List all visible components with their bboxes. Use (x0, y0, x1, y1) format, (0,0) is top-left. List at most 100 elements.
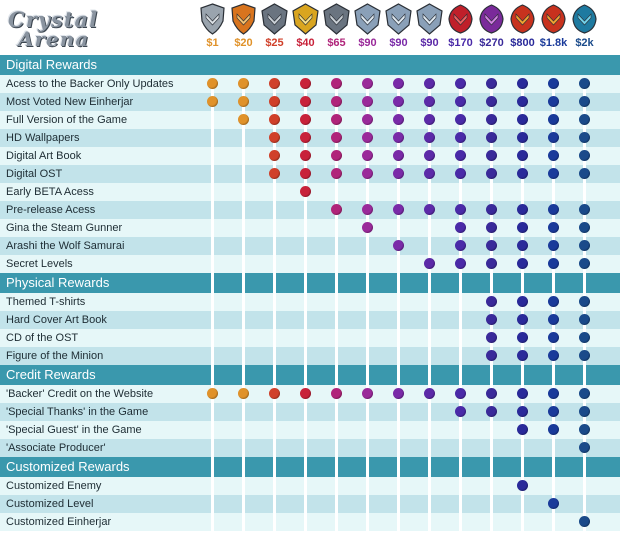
tier-price: $170 (448, 37, 473, 49)
helmet-emblem-icon (416, 3, 443, 35)
tier-price: $90 (389, 37, 408, 49)
crossed-swords-emblem-icon (323, 3, 350, 35)
reward-included-dot (548, 204, 559, 215)
section-header: Customized Rewards (0, 457, 620, 477)
tier-column-12: $1.8k (538, 3, 569, 55)
tier-column-line (490, 84, 493, 539)
reward-included-dot (486, 114, 497, 125)
tier-column-line (583, 84, 586, 539)
reward-included-dot (393, 168, 404, 179)
reward-included-dot (424, 258, 435, 269)
reward-included-dot (486, 388, 497, 399)
reward-included-dot (486, 96, 497, 107)
reward-row: 'Special Guest' in the Game (0, 421, 620, 439)
reward-row: Hard Cover Art Book (0, 311, 620, 329)
reward-included-dot (548, 314, 559, 325)
reward-label: Customized Enemy (6, 480, 102, 492)
reward-included-dot (517, 78, 528, 89)
reward-included-dot (455, 204, 466, 215)
reward-included-dot (331, 132, 342, 143)
reward-included-dot (455, 222, 466, 233)
reward-included-dot (579, 424, 590, 435)
reward-row: Customized Enemy (0, 477, 620, 495)
tier-column-line (397, 84, 400, 539)
reward-included-dot (579, 114, 590, 125)
reward-label: Digital OST (6, 168, 63, 180)
reward-included-dot (579, 296, 590, 307)
tier-price: $1 (206, 37, 219, 49)
tier-column-line (552, 84, 555, 539)
reward-included-dot (548, 240, 559, 251)
reward-included-dot (207, 96, 218, 107)
red-dragon-icon (509, 3, 536, 35)
reward-included-dot (207, 388, 218, 399)
reward-included-dot (548, 350, 559, 361)
reward-included-dot (517, 132, 528, 143)
reward-included-dot (579, 314, 590, 325)
reward-included-dot (517, 332, 528, 343)
reward-included-dot (269, 168, 280, 179)
tier-column-8: $90 (414, 3, 445, 55)
reward-included-dot (393, 132, 404, 143)
reward-included-dot (548, 132, 559, 143)
reward-label: 'Special Thanks' in the Game (6, 406, 149, 418)
reward-included-dot (579, 168, 590, 179)
section-title: Credit Rewards (6, 367, 96, 382)
reward-included-dot (393, 150, 404, 161)
reward-row: Figure of the Minion (0, 347, 620, 365)
reward-included-dot (486, 240, 497, 251)
tier-column-line (242, 84, 245, 539)
reward-included-dot (517, 114, 528, 125)
tier-column-line (304, 84, 307, 539)
gold-chevron-emblem-icon (292, 3, 319, 35)
reward-included-dot (300, 150, 311, 161)
reward-included-dot (548, 296, 559, 307)
reward-label: Themed T-shirts (6, 296, 86, 308)
reward-included-dot (548, 498, 559, 509)
reward-label: Most Voted New Einherjar (6, 96, 134, 108)
chevron-emblem-icon (261, 3, 288, 35)
reward-included-dot (548, 332, 559, 343)
reward-included-dot (486, 314, 497, 325)
reward-included-dot (517, 388, 528, 399)
reward-included-dot (548, 168, 559, 179)
reward-label: Full Version of the Game (6, 114, 128, 126)
tier-column-line (428, 84, 431, 539)
reward-included-dot (455, 132, 466, 143)
reward-included-dot (300, 168, 311, 179)
reward-row: Themed T-shirts (0, 293, 620, 311)
reward-included-dot (517, 258, 528, 269)
reward-label: Acess to the Backer Only Updates (6, 78, 174, 90)
section-header: Digital Rewards (0, 55, 620, 75)
reward-included-dot (548, 222, 559, 233)
reward-included-dot (331, 388, 342, 399)
reward-included-dot (238, 388, 249, 399)
reward-included-dot (455, 96, 466, 107)
reward-included-dot (424, 114, 435, 125)
reward-included-dot (579, 132, 590, 143)
blue-dragon-icon (571, 3, 598, 35)
reward-included-dot (393, 78, 404, 89)
reward-included-dot (579, 204, 590, 215)
reward-label: Digital Art Book (6, 150, 82, 162)
reward-included-dot (517, 296, 528, 307)
reward-included-dot (393, 240, 404, 251)
reward-included-dot (486, 204, 497, 215)
reward-included-dot (207, 78, 218, 89)
reward-label: 'Associate Producer' (6, 442, 106, 454)
reward-included-dot (331, 150, 342, 161)
reward-included-dot (486, 350, 497, 361)
reward-row: Customized Level (0, 495, 620, 513)
reward-included-dot (486, 168, 497, 179)
reward-included-dot (238, 96, 249, 107)
reward-included-dot (579, 240, 590, 251)
reward-included-dot (455, 388, 466, 399)
reward-label: Hard Cover Art Book (6, 314, 107, 326)
reward-included-dot (548, 424, 559, 435)
reward-included-dot (455, 78, 466, 89)
reward-included-dot (331, 78, 342, 89)
reward-included-dot (269, 78, 280, 89)
reward-included-dot (517, 96, 528, 107)
reward-included-dot (517, 480, 528, 491)
